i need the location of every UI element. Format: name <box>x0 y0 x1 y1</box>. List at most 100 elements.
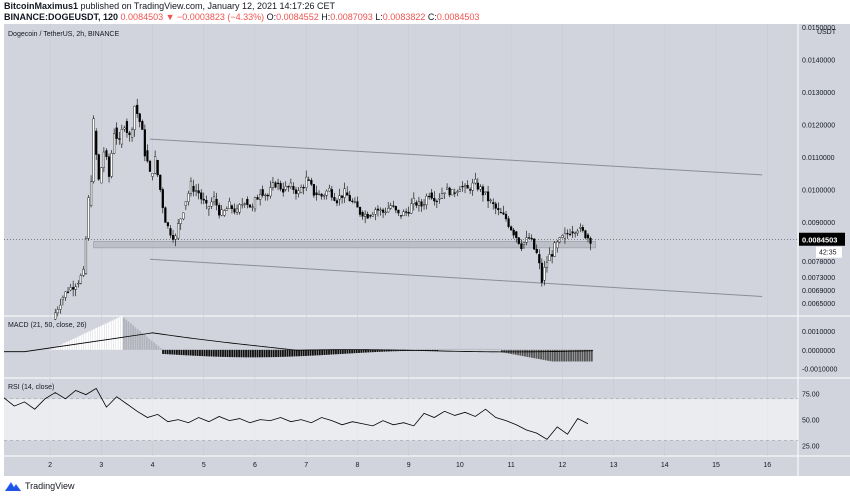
candle <box>72 287 75 290</box>
macd-histogram-bar <box>542 349 545 360</box>
macd-histogram-bar <box>196 349 199 356</box>
candle <box>394 206 397 211</box>
candle <box>379 209 382 211</box>
low-label: L: <box>375 12 383 22</box>
candle <box>381 209 385 213</box>
macd-histogram-bar <box>344 349 347 354</box>
x-tick-label: 12 <box>558 462 566 469</box>
candle <box>102 151 105 168</box>
macd-histogram-bar <box>263 349 266 358</box>
candle <box>520 243 523 250</box>
macd-histogram-bar <box>148 338 151 350</box>
candle <box>54 312 57 320</box>
candle <box>266 194 269 197</box>
macd-histogram-bar <box>577 349 579 362</box>
candle <box>235 208 239 213</box>
candle <box>453 192 456 194</box>
macd-histogram-bar <box>346 349 349 354</box>
macd-histogram-bar <box>457 348 460 350</box>
candle <box>425 195 428 205</box>
candle <box>61 297 65 300</box>
macd-histogram-bar <box>60 344 63 350</box>
macd-histogram-bar <box>431 349 434 351</box>
candle <box>136 104 139 114</box>
macd-histogram-bar <box>314 349 317 356</box>
x-axis-background <box>4 456 798 476</box>
macd-y-tick-label: -0.0010000 <box>802 367 838 374</box>
macd-histogram-bar <box>298 349 300 357</box>
candle <box>56 309 59 314</box>
candle <box>156 160 159 176</box>
candle <box>461 186 464 188</box>
macd-pane-background <box>4 316 798 378</box>
macd-histogram-bar <box>113 319 116 350</box>
macd-histogram-bar <box>129 323 132 350</box>
macd-histogram-bar <box>353 349 356 354</box>
macd-histogram-bar <box>438 348 441 350</box>
price-pane-background <box>4 24 798 316</box>
candle <box>282 188 285 193</box>
candle <box>412 197 415 205</box>
candle <box>294 189 298 194</box>
candle <box>574 232 577 234</box>
candle <box>123 127 126 130</box>
candle <box>297 190 300 194</box>
candle <box>179 218 182 224</box>
candle <box>510 226 513 231</box>
candle <box>138 113 141 122</box>
candle <box>248 204 251 208</box>
macd-histogram-bar <box>475 348 478 350</box>
macd-histogram-bar <box>277 349 280 357</box>
macd-histogram-bar <box>134 327 137 350</box>
x-tick-label: 14 <box>661 462 669 469</box>
macd-histogram-bar <box>394 349 397 352</box>
macd-histogram-bar <box>56 346 58 350</box>
candle <box>389 205 392 209</box>
rsi-band <box>4 398 798 441</box>
candle <box>218 205 221 216</box>
candle <box>397 209 400 214</box>
footer-logo-text[interactable]: TradingView <box>25 481 75 491</box>
candle <box>207 206 211 210</box>
macd-histogram-bar <box>79 335 81 350</box>
candle <box>571 231 574 234</box>
macd-histogram-bar <box>429 349 432 351</box>
macd-histogram-bar <box>528 349 531 358</box>
open-label: O: <box>266 12 277 22</box>
close-label: C: <box>427 12 437 22</box>
chart-area[interactable]: 2 3 4 5 6 7 8 9 10 11 12 13 14 15 16 0.0150000 0.0140000… <box>0 24 850 476</box>
candle <box>522 242 526 245</box>
candle <box>212 196 216 203</box>
macd-histogram-bar <box>484 348 487 350</box>
macd-histogram-bar <box>328 349 330 355</box>
macd-histogram-bar <box>581 349 584 362</box>
candle <box>79 275 82 284</box>
candle <box>100 167 103 184</box>
candle <box>289 182 292 187</box>
y-tick-label: 0.0073000 <box>802 275 835 282</box>
x-tick-label: 15 <box>712 462 720 469</box>
candle <box>340 195 344 198</box>
macd-histogram-bar <box>288 349 291 357</box>
macd-histogram-bar <box>141 332 144 350</box>
macd-histogram-bar <box>505 349 508 354</box>
candle <box>504 213 508 220</box>
macd-histogram-bar <box>584 349 586 362</box>
y-tick-label: 0.0110000 <box>802 155 835 162</box>
macd-histogram-bar <box>323 349 326 355</box>
candle <box>348 195 351 202</box>
macd-histogram-bar <box>275 349 277 358</box>
candle <box>484 191 487 193</box>
candle <box>502 212 505 215</box>
candle <box>371 214 374 217</box>
macd-histogram-bar <box>390 349 393 352</box>
macd-histogram-bar <box>503 349 506 353</box>
currency-label: USDT <box>817 29 837 36</box>
macd-histogram-bar <box>477 348 480 350</box>
macd-histogram-bar <box>182 349 185 356</box>
macd-histogram-bar <box>374 349 377 353</box>
candle <box>130 129 134 138</box>
author-name[interactable]: BitcoinMaximus1 <box>4 1 79 11</box>
macd-histogram-bar <box>544 349 547 361</box>
x-tick-label: 8 <box>356 462 360 469</box>
